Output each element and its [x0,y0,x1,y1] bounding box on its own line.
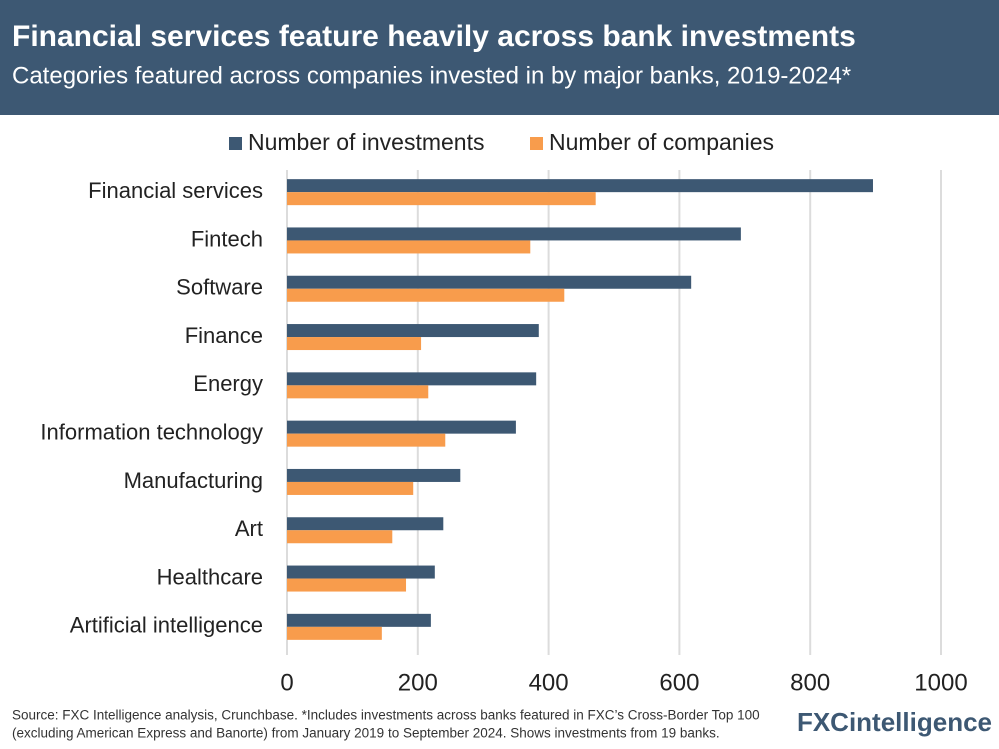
source-note: (excluding American Express and Banorte)… [12,726,720,741]
x-tick-label: 0 [280,669,293,696]
bar [287,626,382,640]
x-tick-label: 400 [529,669,569,696]
bar [287,372,537,386]
legend-swatch [229,137,242,150]
x-tick-label: 1000 [914,669,967,696]
x-tick-label: 200 [398,669,438,696]
legend-label: Number of companies [549,129,774,155]
bar [287,288,565,302]
bar [287,192,596,206]
y-tick-label: Finance [185,323,263,348]
bar [287,517,444,531]
chart-title: Financial services feature heavily acros… [12,20,856,53]
bar [287,240,531,254]
bar [287,337,422,351]
x-tick-label: 800 [790,669,830,696]
y-tick-label: Software [176,275,263,300]
bar [287,530,393,544]
bar [287,420,516,434]
bar [287,324,539,338]
source-note: Source: FXC Intelligence analysis, Crunc… [12,708,760,723]
header-band [0,0,999,115]
bar [287,433,446,447]
bar [287,578,407,592]
y-tick-label: Fintech [191,226,263,251]
legend-label: Number of investments [248,129,484,155]
bar [287,275,692,289]
y-tick-label: Art [235,516,263,541]
legend-swatch [530,137,543,150]
y-tick-label: Information technology [40,419,263,444]
y-tick-label: Manufacturing [124,468,263,493]
bar [287,565,435,579]
bar [287,481,414,495]
x-tick-label: 600 [659,669,699,696]
bar [287,179,873,193]
y-tick-label: Artificial intelligence [70,613,263,638]
bar [287,227,741,241]
y-tick-label: Energy [193,371,263,396]
chart-subtitle: Categories featured across companies inv… [12,62,851,89]
bar [287,613,431,627]
bar [287,468,461,482]
y-tick-label: Healthcare [157,564,263,589]
bar [287,385,429,399]
logo: FXCintelligence [797,707,992,737]
y-tick-label: Financial services [88,178,263,203]
